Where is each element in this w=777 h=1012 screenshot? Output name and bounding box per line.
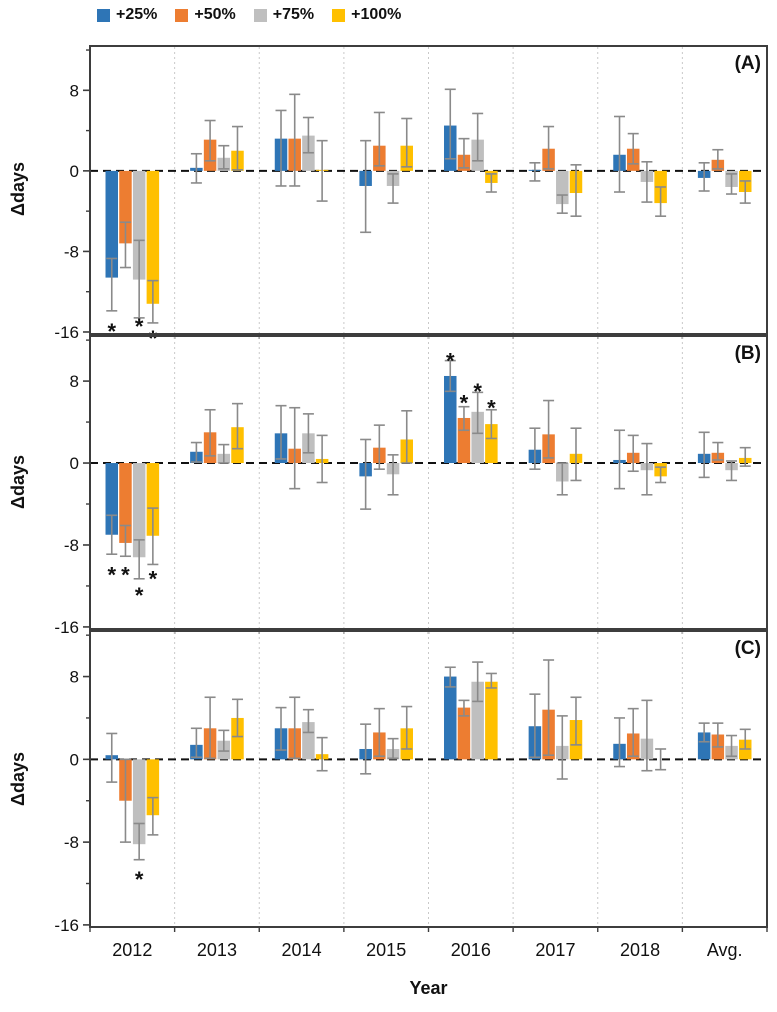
y-tick-label: -16 xyxy=(54,323,79,342)
panel-A: (A) * * * 8 0 -8 -16 xyxy=(0,45,777,351)
legend-swatch-icon xyxy=(253,8,267,22)
bar-+100%-2012 xyxy=(146,170,160,304)
asterisk: * xyxy=(460,390,469,415)
asterisk: * xyxy=(135,867,144,892)
legend-swatch-icon xyxy=(97,8,110,22)
panel-border xyxy=(89,45,768,335)
legend-item-100: +100% xyxy=(332,6,401,24)
legend-item-75: +75% xyxy=(253,6,315,24)
legend-swatch-icon xyxy=(175,8,189,22)
asterisk: * xyxy=(149,567,158,592)
panel-B-label: (B) xyxy=(734,343,761,364)
legend-swatch-icon xyxy=(332,8,346,22)
legend-label: +100% xyxy=(351,6,402,23)
y-tick-label: 0 xyxy=(70,750,79,769)
bar-+75%-2012 xyxy=(132,463,146,558)
bar-+100%-2016 xyxy=(485,681,498,760)
bar-+50%-2016 xyxy=(457,707,471,760)
y-tick-label: 0 xyxy=(70,162,79,181)
bar-+75%-2016 xyxy=(471,411,484,464)
year-label: 2013 xyxy=(196,940,237,960)
year-label: 2017 xyxy=(535,940,576,960)
legend-label: +50% xyxy=(194,6,236,23)
panel-plot: * * *80-8-16 xyxy=(54,45,768,351)
year-label: 2012 xyxy=(112,940,153,960)
legend-item-25: +25% xyxy=(97,6,157,24)
panel-A-label: (A) xyxy=(734,53,761,74)
y-axis-title-A: Δdays xyxy=(8,162,28,216)
asterisk: * xyxy=(135,314,144,339)
asterisk: * xyxy=(149,326,158,351)
bar-+25%-2016 xyxy=(444,375,457,464)
legend-label: +75% xyxy=(272,6,315,23)
bar-+25%-2012 xyxy=(105,463,119,535)
asterisk: * xyxy=(473,379,482,404)
panel-border xyxy=(89,630,768,928)
bar-+100%-2016 xyxy=(485,424,498,464)
bar-+100%-2012 xyxy=(146,463,160,536)
bar-+25%-Avg. xyxy=(697,732,711,760)
panel-border xyxy=(89,335,768,630)
asterisk: * xyxy=(107,319,116,344)
y-tick-label: 8 xyxy=(70,372,79,391)
y-tick-label: -8 xyxy=(64,242,79,261)
bar-+50%-2012 xyxy=(119,463,132,543)
year-label: 2014 xyxy=(281,940,322,960)
y-tick-label: -8 xyxy=(64,536,79,555)
legend-label: +25% xyxy=(116,6,158,23)
y-tick-label: -16 xyxy=(54,618,79,637)
legend-item-50: +50% xyxy=(175,6,236,24)
year-label: 2016 xyxy=(450,940,491,960)
y-tick-label: -8 xyxy=(64,833,79,852)
bar-+25%-2016 xyxy=(444,676,457,760)
asterisk: * xyxy=(107,563,116,588)
asterisk: * xyxy=(121,563,130,588)
x-axis-title: Year xyxy=(409,978,448,998)
bar-+100%-2013 xyxy=(231,717,244,760)
panel-plot: * 8 0 -8 -16 xyxy=(54,630,768,935)
asterisk: * xyxy=(135,583,144,608)
y-axis-title-B: Δdays xyxy=(8,455,28,509)
panel-C-label: (C) xyxy=(734,638,761,659)
year-label: Avg. xyxy=(706,940,743,960)
panel-plot: * ***** **80-8-16 xyxy=(54,335,768,637)
y-axis-title-C: Δdays xyxy=(8,752,28,806)
legend: +25% +50% +75% +100% xyxy=(97,6,401,24)
y-tick-label: 8 xyxy=(70,668,79,687)
bar-+25%-2012 xyxy=(105,170,119,278)
y-tick-label: 8 xyxy=(70,81,79,100)
asterisk: * xyxy=(446,348,455,373)
y-tick-label: 0 xyxy=(70,454,79,473)
bar-+50%-2012 xyxy=(119,170,132,244)
y-tick-label: -16 xyxy=(54,916,79,935)
bar-+75%-2012 xyxy=(132,170,146,280)
x-axis-labels: 2012 2013 2014 2015 2016 2017 2018 Avg. xyxy=(90,940,767,966)
asterisk: * xyxy=(487,396,496,421)
year-label: 2015 xyxy=(366,940,407,960)
year-label: 2018 xyxy=(620,940,661,960)
panel-B: (B) * * * * * * * * 8 0 -8 -16 xyxy=(0,335,777,637)
bar-+100%-2012 xyxy=(146,759,160,816)
panel-C: (C) * 8 0 -8 -16 xyxy=(0,630,777,935)
bar-+75%-2014 xyxy=(302,722,315,760)
bar-+50%-2016 xyxy=(457,417,471,464)
